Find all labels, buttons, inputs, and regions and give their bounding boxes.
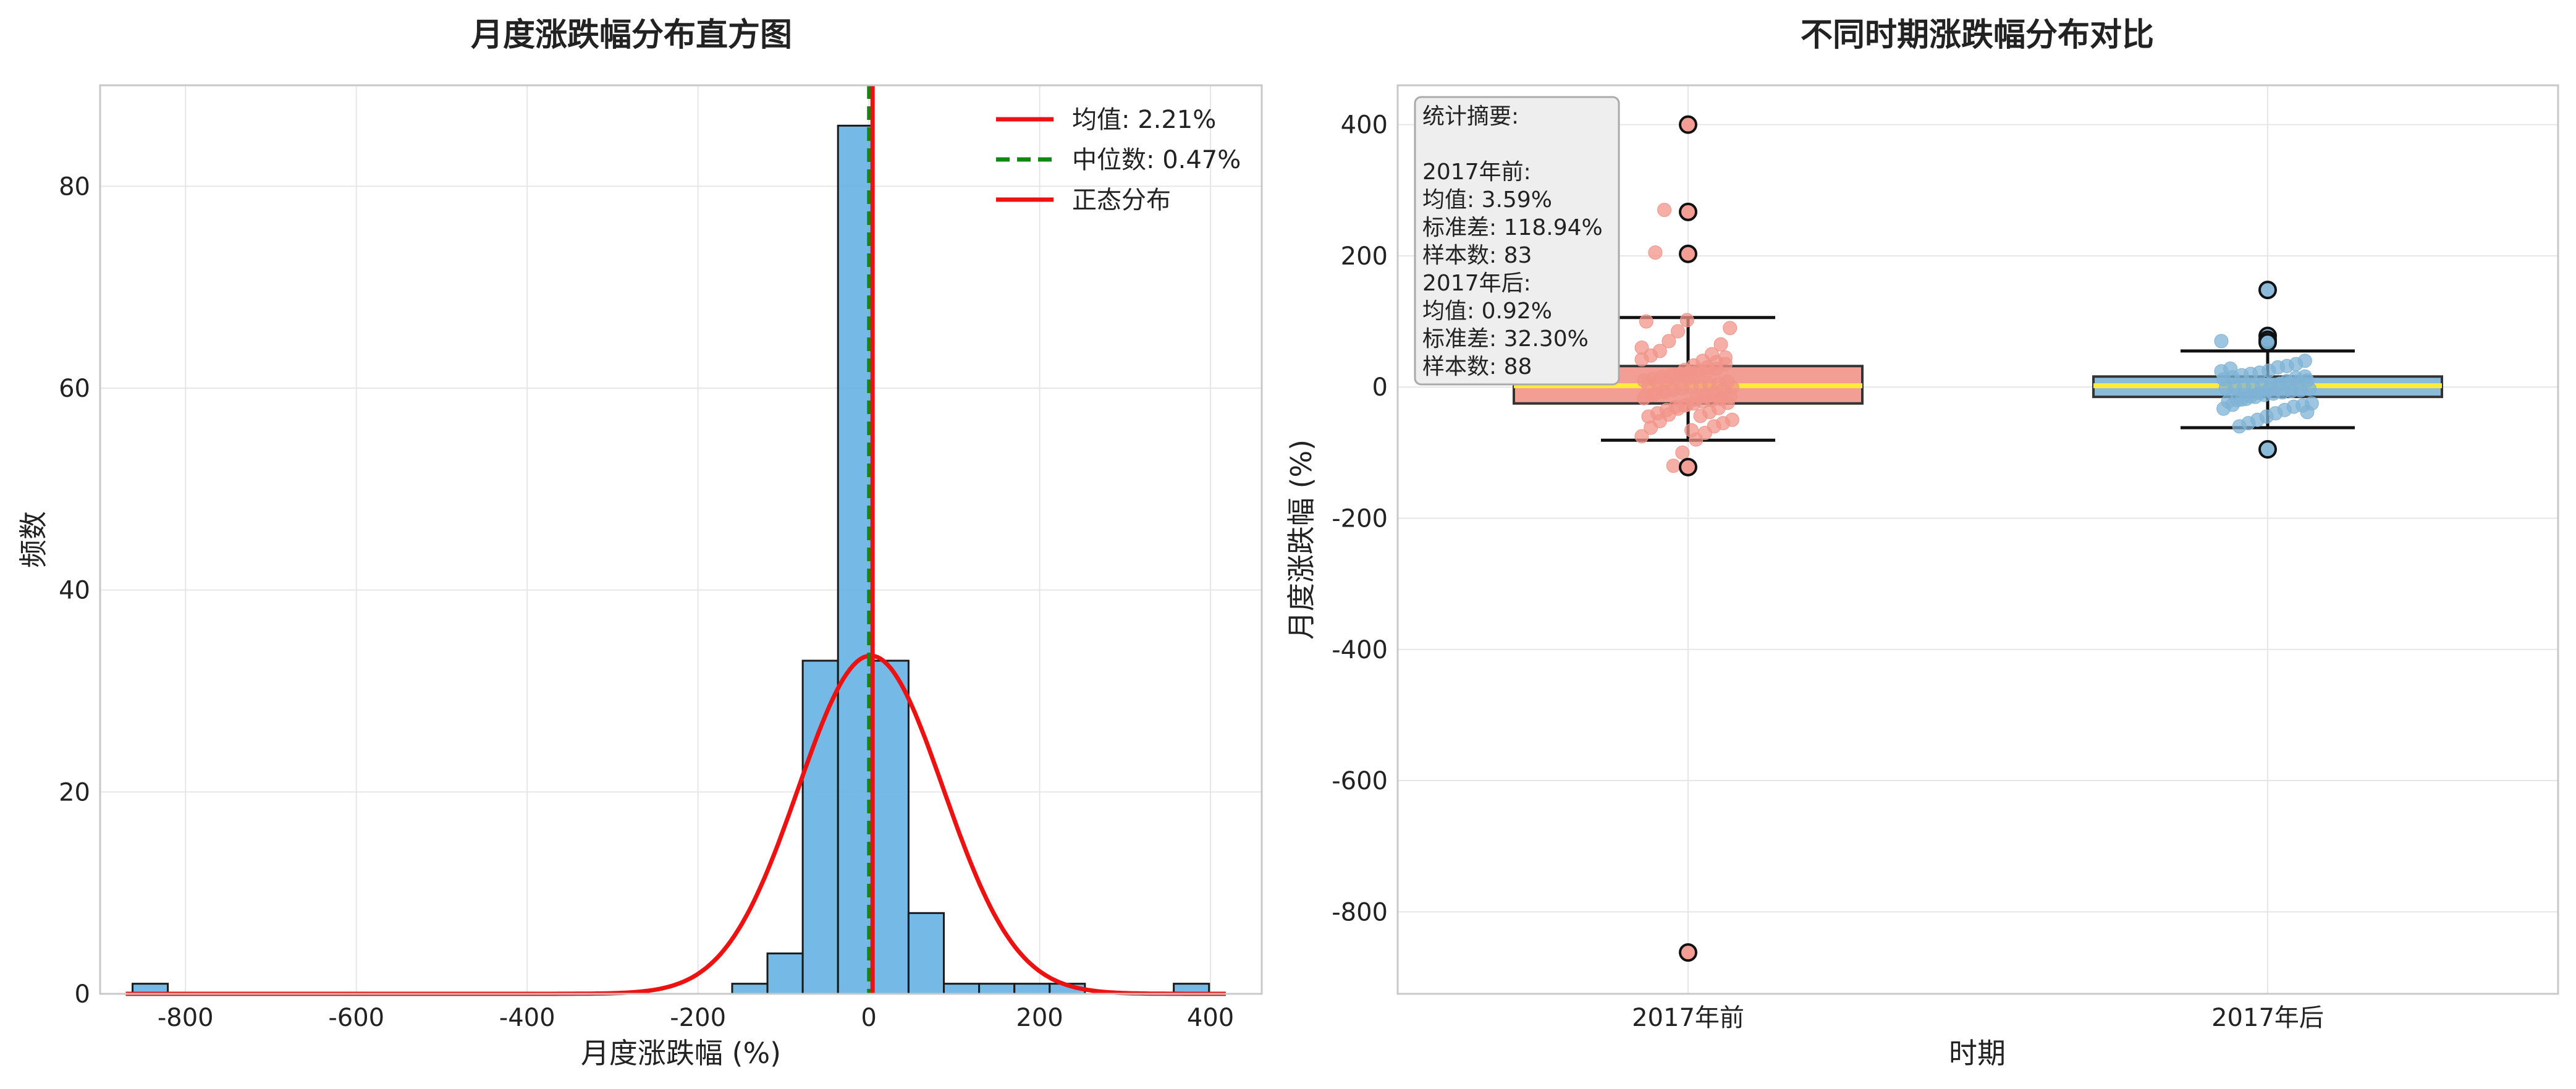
y-tick-label: -800	[1332, 898, 1388, 926]
stats-box-background	[1414, 96, 1620, 386]
stats-line: 标准差: 32.30%	[1422, 326, 1589, 352]
data-point	[1648, 245, 1663, 260]
boxplot-title: 不同时期涨跌幅分布对比	[1801, 17, 2154, 54]
normal-distribution-curve	[125, 653, 1226, 996]
boxplot-boxes	[1513, 115, 2443, 962]
y-tick-label: 40	[59, 577, 90, 605]
data-point	[1634, 352, 1649, 367]
histogram-y-label: 频数	[17, 511, 50, 568]
data-point	[1684, 423, 1699, 438]
data-point	[1634, 429, 1649, 444]
histogram-legend: 均值: 2.21% 中位数: 0.47% 正态分布	[996, 106, 1241, 214]
y-tick-label: -200	[1332, 505, 1388, 533]
x-tick-label: 0	[861, 1004, 876, 1032]
data-point	[2232, 419, 2247, 434]
stats-line: 样本数: 88	[1422, 354, 1532, 379]
boxplot-y-label: 月度涨跌幅 (%)	[1285, 439, 1318, 640]
data-point	[1679, 313, 1694, 328]
boxplot-x-label: 时期	[1949, 1036, 2006, 1070]
histogram-bar	[978, 983, 1016, 995]
y-tick-label: 0	[75, 980, 90, 1009]
data-point	[1713, 337, 1728, 352]
stats-lines: 统计摘要: 2017年前: 均值: 3.59% 标准差: 118.94% 样本数:…	[1422, 104, 1603, 379]
outlier-point	[1679, 943, 1697, 962]
data-point	[1723, 321, 1738, 336]
y-tick-label: 200	[1341, 242, 1388, 271]
outlier-point	[1679, 244, 1697, 263]
boxplot-chart: 不同时期涨跌幅分布对比 2017年前 2017年后 -800 -600 -400 -20…	[1285, 17, 2559, 1070]
legend-median-label: 中位数: 0.47%	[1072, 146, 1241, 174]
stats-line: 样本数: 83	[1422, 243, 1532, 268]
histogram-bar	[907, 912, 945, 995]
y-tick-label: 0	[1372, 373, 1388, 402]
histogram-y-ticks: 0 20 40 60 80	[59, 172, 90, 1009]
histogram-title: 月度涨跌幅分布直方图	[471, 17, 792, 54]
histogram-chart: 月度涨跌幅分布直方图 -800 -600 -400 -200 0 200 400 0 20 40…	[17, 17, 1263, 1070]
y-tick-label: 400	[1341, 111, 1388, 140]
normal-curve-group	[125, 653, 1226, 996]
data-point	[1637, 391, 1652, 405]
data-point	[1641, 378, 1656, 393]
stats-line: 2017年后:	[1422, 271, 1531, 296]
outlier-point	[2258, 333, 2277, 352]
stats-line: 标准差: 118.94%	[1422, 215, 1603, 240]
histogram-grid	[100, 85, 1262, 994]
boxplot-y-ticks: -800 -600 -400 -200 0 200 400	[1332, 111, 1388, 927]
x-tick-label: 2017年后	[2211, 1004, 2324, 1032]
histogram-bar	[731, 983, 769, 995]
legend-normal-label: 正态分布	[1072, 186, 1171, 214]
data-point	[1671, 324, 1686, 339]
x-tick-label: -200	[670, 1004, 726, 1032]
data-point	[1657, 203, 1672, 218]
outlier-point	[1679, 457, 1697, 477]
data-point	[2214, 364, 2229, 379]
stats-line: 2017年前:	[1422, 159, 1531, 185]
stats-line: 统计摘要:	[1422, 104, 1519, 129]
outlier-point	[1679, 115, 1697, 134]
data-point	[1662, 334, 1676, 349]
data-point	[1693, 409, 1708, 423]
histogram-bar	[1013, 983, 1051, 995]
histogram-bar	[801, 659, 839, 995]
histogram-x-label: 月度涨跌幅 (%)	[581, 1036, 781, 1070]
histogram-bar	[942, 983, 981, 995]
reference-lines	[867, 85, 875, 994]
data-point	[1675, 445, 1690, 460]
x-tick-label: -800	[158, 1004, 214, 1032]
x-tick-label: -400	[499, 1004, 555, 1032]
x-tick-label: 400	[1187, 1004, 1234, 1032]
data-point	[2218, 381, 2233, 396]
stats-line: 均值: 0.92%	[1422, 299, 1552, 324]
y-tick-label: -400	[1332, 636, 1388, 664]
outlier-point	[2258, 281, 2277, 300]
legend-mean-label: 均值: 2.21%	[1072, 106, 1216, 134]
stats-summary-box: 统计摘要: 2017年前: 均值: 3.59% 标准差: 118.94% 样本数:…	[1414, 96, 1620, 386]
data-point	[2214, 334, 2229, 349]
data-point	[1639, 314, 1653, 329]
histogram-bar	[766, 952, 804, 995]
outlier-point	[1679, 202, 1697, 221]
outlier-point	[2258, 440, 2277, 459]
x-tick-label: -600	[328, 1004, 384, 1032]
data-point	[1644, 420, 1658, 435]
y-tick-label: 20	[59, 778, 90, 807]
x-tick-label: 200	[1016, 1004, 1063, 1032]
y-tick-label: 60	[59, 375, 90, 403]
data-point	[2216, 401, 2231, 416]
stats-line: 均值: 3.59%	[1422, 187, 1552, 213]
y-tick-label: -600	[1332, 767, 1388, 795]
histogram-bars	[132, 124, 1210, 995]
x-tick-label: 2017年前	[1632, 1004, 1744, 1032]
y-tick-label: 80	[59, 172, 90, 201]
histogram-frame	[99, 84, 1263, 995]
data-point	[1666, 459, 1681, 473]
histogram-bar	[872, 659, 910, 995]
boxplot-x-ticks: 2017年前 2017年后	[1632, 1004, 2324, 1032]
data-point	[2300, 405, 2315, 420]
histogram-x-ticks: -800 -600 -400 -200 0 200 400	[158, 1004, 1234, 1032]
boxplot-frame	[1396, 84, 2559, 995]
